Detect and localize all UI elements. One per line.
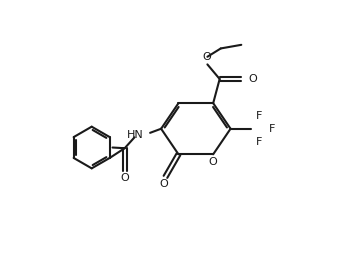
Text: O: O (202, 52, 211, 62)
Text: F: F (256, 137, 262, 147)
Text: O: O (209, 157, 218, 167)
Text: F: F (256, 110, 262, 121)
Text: HN: HN (127, 130, 144, 140)
Text: O: O (159, 180, 168, 189)
Text: O: O (248, 74, 257, 84)
Text: O: O (120, 173, 129, 183)
Text: F: F (269, 124, 275, 134)
